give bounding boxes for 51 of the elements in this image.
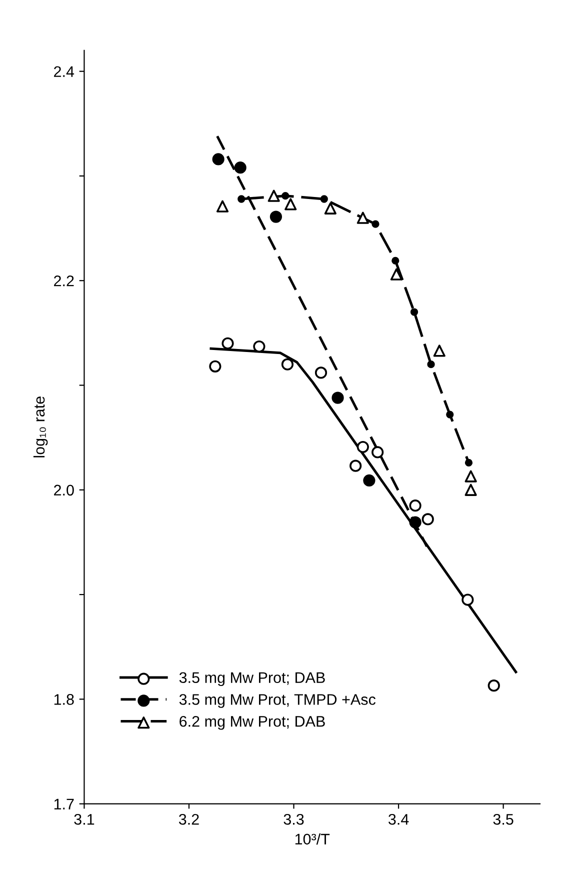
x-tick-label: 3.2 <box>178 814 199 825</box>
x-axis-title: 10³/T <box>295 833 330 845</box>
point <box>409 516 422 528</box>
y-tick-label: 2.2 <box>54 275 74 286</box>
point <box>464 470 477 482</box>
point <box>284 198 297 210</box>
point <box>464 458 473 467</box>
point <box>270 210 282 223</box>
point <box>446 410 454 418</box>
point <box>356 212 369 224</box>
y-tick-label: 2.4 <box>54 66 74 77</box>
point <box>332 392 344 404</box>
point <box>427 360 435 368</box>
point <box>212 153 224 166</box>
legend-label: 6.2 mg Mw Prot; DAB <box>180 716 325 730</box>
y-tick-label: 1.8 <box>54 694 74 705</box>
point <box>238 195 246 203</box>
point <box>372 446 384 458</box>
point <box>216 200 229 212</box>
point <box>410 308 418 316</box>
point <box>209 360 222 372</box>
point <box>350 460 362 472</box>
x-tick-label: 3.3 <box>284 814 304 825</box>
x-tick-label: 3.4 <box>388 814 409 825</box>
point <box>488 680 500 692</box>
point <box>281 358 294 370</box>
point <box>253 340 266 353</box>
point <box>409 500 422 512</box>
point <box>268 190 280 202</box>
point <box>464 484 477 496</box>
point <box>314 366 328 379</box>
legend-label: 3.5 mg Mw Prot, TMPD +Asc <box>179 694 376 708</box>
y-tick-label: 2.0 <box>54 484 74 496</box>
point <box>433 344 446 357</box>
y-tick-label: 1.7 <box>54 798 74 810</box>
x-tick-label: 3.5 <box>493 814 514 825</box>
point <box>462 594 474 606</box>
point <box>356 440 369 454</box>
point <box>320 195 328 203</box>
legend-label: 3.5 mg Mw Prot; DAB <box>179 672 325 686</box>
y-axis-title: log₁₀ rate <box>33 396 48 458</box>
point <box>422 513 434 526</box>
point <box>392 256 400 265</box>
point <box>372 220 380 228</box>
point <box>282 192 290 200</box>
point <box>390 268 402 280</box>
x-tick-label: 3.1 <box>74 814 94 825</box>
point <box>363 474 376 487</box>
point <box>222 337 234 350</box>
point <box>234 162 246 174</box>
point <box>324 202 336 214</box>
